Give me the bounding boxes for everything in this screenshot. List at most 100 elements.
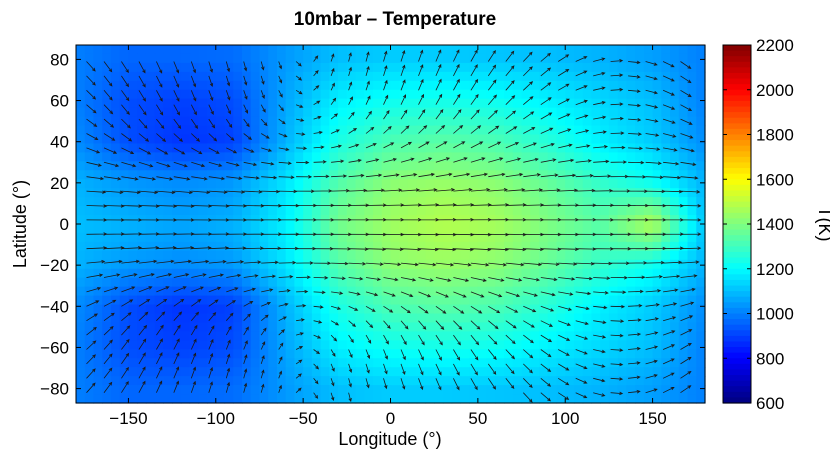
heatmap-cell <box>434 45 444 55</box>
wind-arrow <box>296 175 313 179</box>
heatmap-cell <box>477 98 488 109</box>
heatmap-cell <box>259 71 269 82</box>
heatmap-cell <box>84 53 95 64</box>
heatmap-cell <box>608 116 619 127</box>
heatmap-cell <box>469 358 479 368</box>
heatmap-cell <box>93 385 103 395</box>
heatmap-cell <box>355 376 365 386</box>
heatmap-cell <box>241 241 252 252</box>
heatmap-cell <box>346 107 357 118</box>
heatmap-cell <box>119 143 130 153</box>
heatmap-cell <box>390 206 400 216</box>
heatmap-cell <box>320 134 330 145</box>
heatmap-cell <box>434 170 444 180</box>
heatmap-cell <box>137 259 147 270</box>
heatmap-cell <box>608 161 619 171</box>
wind-arrow <box>278 384 282 393</box>
heatmap-cell <box>241 98 252 109</box>
heatmap-cell <box>591 224 601 234</box>
heatmap-cell <box>110 161 121 171</box>
heatmap-cell <box>477 331 488 341</box>
wind-arrow <box>505 277 523 282</box>
heatmap-cell <box>539 107 549 118</box>
heatmap-cell <box>250 241 261 252</box>
wind-arrow <box>575 56 588 62</box>
heatmap-cell <box>84 250 95 261</box>
heatmap-cell <box>442 376 453 386</box>
heatmap-cell <box>687 188 697 198</box>
heatmap-cell <box>504 295 514 306</box>
heatmap-cell <box>268 53 278 64</box>
heatmap-cell <box>556 134 566 145</box>
heatmap-cell <box>469 367 479 377</box>
heatmap-cell <box>469 277 479 288</box>
heatmap-cell <box>373 116 383 127</box>
wind-arrow <box>540 363 552 373</box>
heatmap-cell <box>504 385 514 395</box>
heatmap-cell <box>110 322 121 332</box>
heatmap-cell <box>486 107 496 118</box>
heatmap-cell <box>504 62 514 73</box>
heatmap-cell <box>259 304 269 315</box>
heatmap-cell <box>626 152 636 162</box>
heatmap-cell <box>110 286 121 297</box>
heatmap-cell <box>687 340 697 350</box>
heatmap-cell <box>600 152 610 162</box>
heatmap-cell <box>119 62 130 73</box>
heatmap-cell <box>573 143 584 153</box>
heatmap-cell <box>486 376 496 386</box>
heatmap-cell <box>268 206 278 216</box>
colorbar-band <box>723 397 751 404</box>
wind-arrow <box>680 232 702 236</box>
heatmap-cell <box>460 134 470 145</box>
heatmap-cell <box>233 143 243 153</box>
heatmap-cell <box>416 295 427 306</box>
wind-arrow <box>383 158 397 163</box>
heatmap-cell <box>652 45 662 55</box>
heatmap-cell <box>224 232 234 243</box>
wind-arrow <box>121 118 131 129</box>
wind-arrow <box>418 291 432 298</box>
heatmap-cell <box>696 286 706 297</box>
wind-arrow <box>365 305 376 312</box>
heatmap-cell <box>163 224 173 234</box>
heatmap-cell <box>241 197 252 207</box>
wind-arrow <box>296 160 310 165</box>
heatmap-cell <box>407 340 418 350</box>
heatmap-cell <box>276 349 287 359</box>
heatmap-cell <box>233 206 243 216</box>
heatmap-cell <box>521 152 531 162</box>
heatmap-cell <box>285 394 296 404</box>
wind-arrow <box>261 147 273 152</box>
heatmap-cell <box>163 179 173 189</box>
heatmap-cell <box>451 89 461 100</box>
wind-arrow <box>558 143 573 149</box>
wind-arrow <box>435 172 453 178</box>
heatmap-cell <box>381 295 392 306</box>
heatmap-cell <box>285 376 296 386</box>
heatmap-cell <box>338 170 348 180</box>
heatmap-cell <box>250 80 261 91</box>
heatmap-cell <box>93 349 103 359</box>
heatmap-cell <box>320 367 330 377</box>
heatmap-cell <box>670 71 680 82</box>
wind-arrow <box>418 277 434 282</box>
heatmap-cell <box>163 188 173 198</box>
heatmap-cell <box>215 232 226 243</box>
heatmap-cell <box>617 313 627 324</box>
heatmap-cell <box>608 62 619 73</box>
heatmap-cell <box>573 89 584 100</box>
wind-arrow <box>86 326 97 336</box>
wind-arrow <box>313 392 319 399</box>
heatmap-cell <box>608 71 619 82</box>
heatmap-cell <box>573 179 584 189</box>
wind-arrow <box>103 339 113 350</box>
heatmap-cell <box>241 376 252 386</box>
heatmap-cell <box>189 367 199 377</box>
heatmap-cell <box>189 170 199 180</box>
heatmap-cell <box>338 232 348 243</box>
wind-arrow <box>208 325 215 336</box>
heatmap-cell <box>687 232 697 243</box>
wind-arrow <box>86 104 97 114</box>
wind-arrow <box>610 304 626 309</box>
